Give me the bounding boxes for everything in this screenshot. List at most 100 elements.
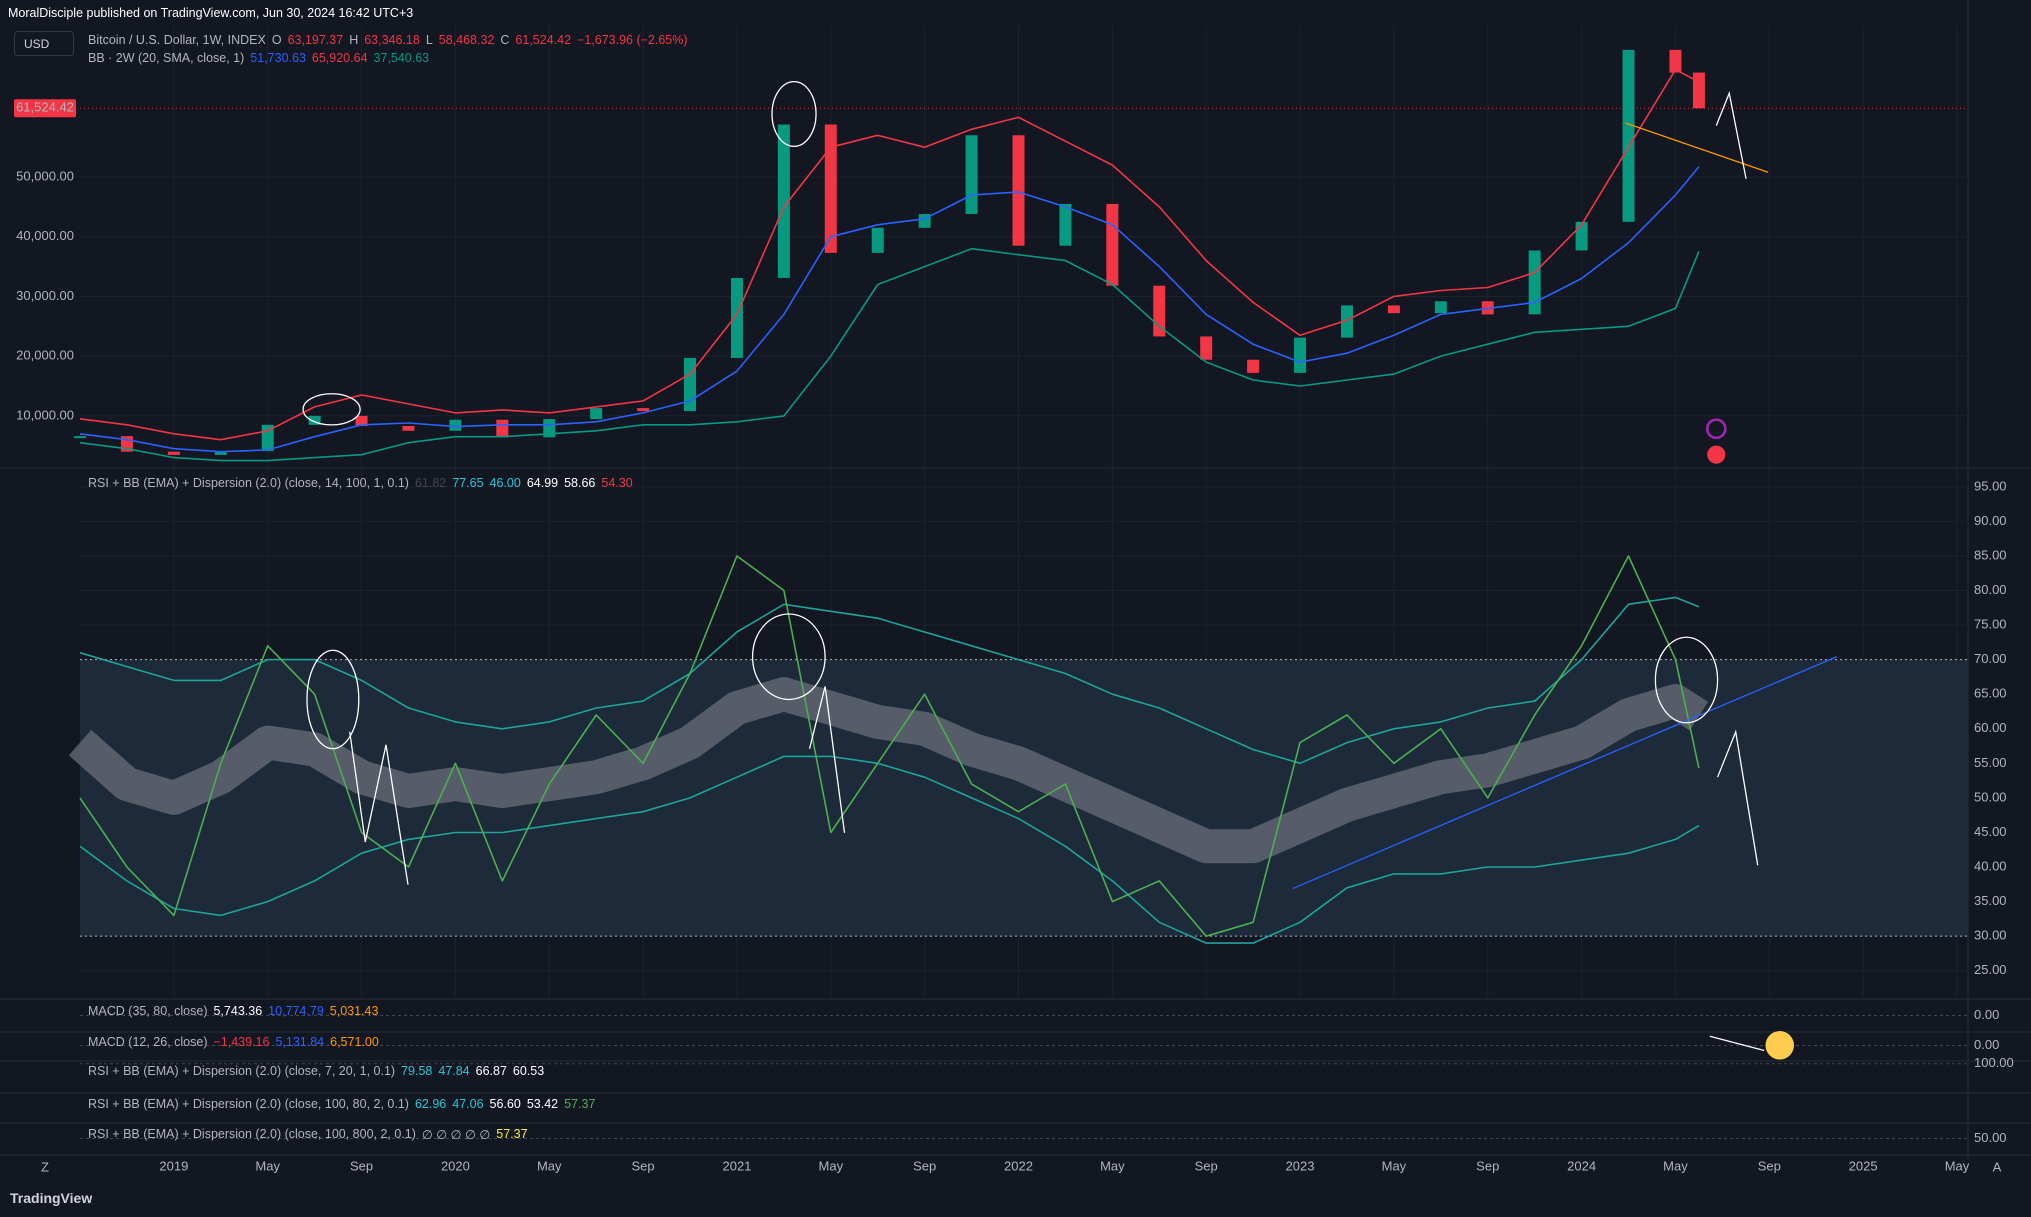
series-line — [79, 555, 1700, 937]
scale-button: A — [1993, 1159, 2002, 1174]
event-icon[interactable] — [1705, 418, 1727, 440]
candle — [308, 415, 321, 425]
publish-header: MoralDisciple published on TradingView.c… — [8, 6, 414, 20]
legend-row: MACD (12, 26, close) −1,439.16 5,131.84 6,5… — [88, 1035, 379, 1049]
legend-text: C — [500, 33, 510, 47]
candle — [1622, 49, 1635, 222]
legend-text: Bitcoin / U.S. Dollar, 1W, INDEX — [88, 33, 266, 47]
candle — [496, 419, 509, 438]
legend-text: 56.60 — [489, 1097, 521, 1111]
x-tick-label: 2020 — [441, 1158, 470, 1173]
dispersion-band — [68, 677, 1709, 864]
legend-text: BB · 2W (20, SMA, close, 1) — [88, 51, 245, 65]
candle — [730, 277, 743, 358]
series-line — [79, 68, 1700, 441]
legend-text: MACD (35, 80, close) — [88, 1004, 208, 1018]
legend-text: 37,540.63 — [373, 51, 430, 65]
y-tick-label: 75.00 — [1974, 617, 2007, 632]
y-tick-label: 100.00 — [1974, 1055, 2014, 1070]
candle — [637, 408, 650, 412]
legend-row: BB · 2W (20, SMA, close, 1) 51,730.63 65,9… — [88, 51, 429, 65]
y-tick-label: 50.00 — [1974, 1130, 2007, 1145]
x-tick-label: 2025 — [1849, 1158, 1878, 1173]
zoom-button: Z — [41, 1159, 49, 1174]
candle — [1575, 221, 1588, 251]
candle — [355, 415, 368, 426]
legend-text: 5,131.84 — [275, 1035, 325, 1049]
legend-text: RSI + BB (EMA) + Dispersion (2.0) (close… — [88, 1097, 409, 1111]
x-tick-label: Sep — [1476, 1158, 1499, 1173]
candle — [1106, 203, 1119, 286]
y-tick-label: 0.00 — [1974, 1007, 1999, 1022]
arrow-drawing — [1709, 1035, 1765, 1052]
legend-text: 79.58 — [401, 1064, 433, 1078]
y-tick-label: 25.00 — [1974, 962, 2007, 977]
y-tick-label: 55.00 — [1974, 755, 2007, 770]
legend-text: H — [349, 33, 359, 47]
legend-text: 64.99 — [526, 476, 559, 490]
candle — [590, 408, 603, 420]
circle-drawing — [306, 649, 360, 750]
series-line — [79, 755, 1700, 944]
smiley-icon — [1765, 1031, 1794, 1060]
brand-logo[interactable]: TradingView — [10, 1190, 93, 1206]
legend-text: 61,524.42 — [515, 33, 572, 47]
circle-drawing — [751, 613, 826, 701]
candle — [1200, 336, 1213, 360]
legend-text: 63,197.37 — [287, 33, 344, 47]
candle — [1247, 359, 1260, 373]
candle — [1340, 305, 1353, 338]
candle — [1528, 250, 1541, 315]
event-icon[interactable] — [1707, 445, 1726, 464]
x-tick-label: 2021 — [722, 1158, 751, 1173]
legend-text: 53.42 — [526, 1097, 559, 1111]
legend-text: 58.66 — [564, 476, 596, 490]
candle — [449, 419, 462, 431]
arrow-drawing — [349, 731, 409, 885]
last-price-box — [14, 99, 76, 118]
legend-text: 57.37 — [564, 1097, 596, 1111]
y-tick-label: 30,000.00 — [16, 288, 74, 303]
candle — [74, 436, 86, 439]
x-tick-label: Sep — [913, 1158, 936, 1173]
legend-text: 47.84 — [438, 1064, 470, 1078]
legend-row: RSI + BB (EMA) + Dispersion (2.0) (close… — [88, 1127, 528, 1142]
legend-row: MACD (35, 80, close) 5,743.36 10,774.79 5,0… — [88, 1004, 378, 1018]
legend-row: RSI + BB (EMA) + Dispersion (2.0) (close… — [88, 476, 633, 490]
x-tick-label: May — [1945, 1158, 1970, 1173]
currency-button[interactable]: USD — [14, 31, 74, 56]
candle — [1294, 337, 1307, 373]
legend-text: 54.30 — [601, 476, 633, 490]
legend-text: 77.65 — [452, 476, 484, 490]
legend-text: 10,774.79 — [268, 1004, 324, 1018]
legend-text: −1,439.16 — [213, 1035, 270, 1049]
y-tick-label: 0.00 — [1974, 1037, 1999, 1052]
y-tick-label: 40,000.00 — [16, 228, 74, 243]
legend-row: Bitcoin / U.S. Dollar, 1W, INDEX O 63,197.… — [88, 33, 688, 47]
candle — [1387, 305, 1400, 314]
circle-drawing — [771, 80, 817, 148]
y-tick-label: 40.00 — [1974, 858, 2007, 873]
y-tick-label: 20,000.00 — [16, 348, 74, 363]
legend-text: 66.87 — [475, 1064, 507, 1078]
series-line — [79, 596, 1700, 765]
candle — [1434, 301, 1447, 314]
x-tick-label: 2022 — [1004, 1158, 1033, 1173]
legend-text: 57.37 — [496, 1127, 528, 1141]
y-tick-label: 95.00 — [1974, 478, 2007, 493]
candle — [777, 124, 790, 278]
candle — [1669, 49, 1682, 73]
legend-text: L — [425, 33, 433, 47]
candle — [965, 135, 978, 215]
x-tick-label: May — [1100, 1158, 1125, 1173]
legend-text: 47.06 — [452, 1097, 484, 1111]
legend-text: 62.96 — [414, 1097, 447, 1111]
y-tick-label: 60.00 — [1974, 720, 2007, 735]
candle — [871, 227, 884, 253]
legend-text: 5,031.43 — [329, 1004, 379, 1018]
candle — [1012, 135, 1025, 246]
legend-text: RSI + BB (EMA) + Dispersion (2.0) (close… — [88, 1127, 416, 1141]
legend-text: 5,743.36 — [213, 1004, 263, 1018]
candle — [214, 451, 227, 455]
